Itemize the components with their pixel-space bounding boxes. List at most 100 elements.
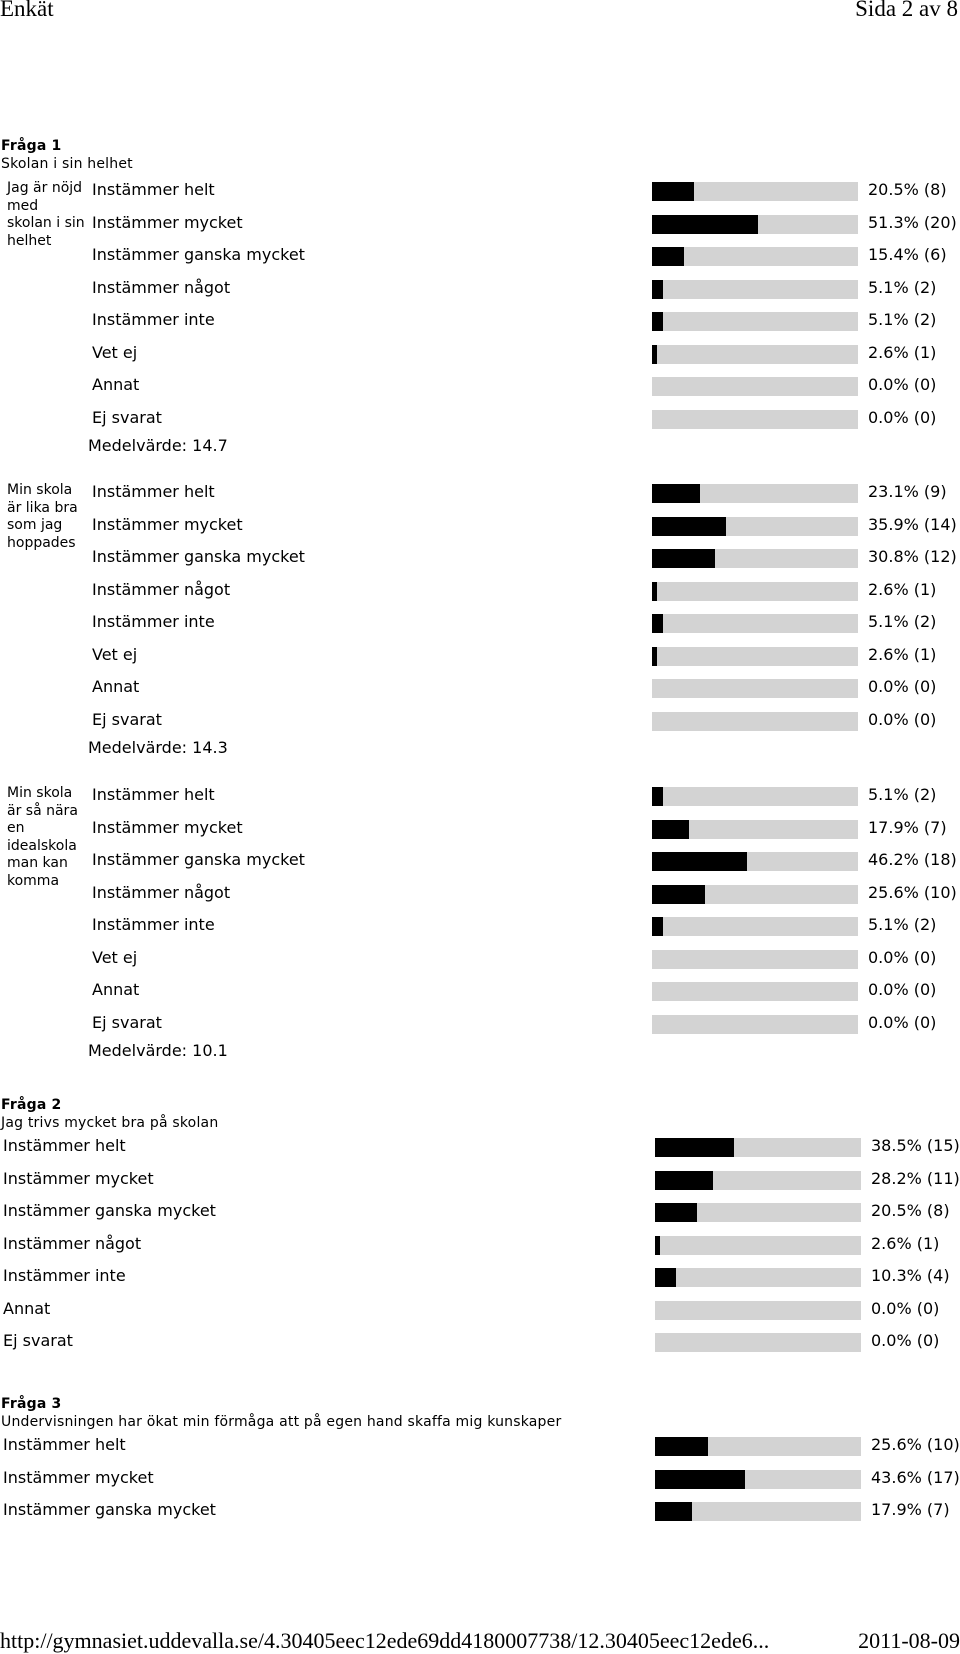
response-row: Annat 0.0% (0) — [0, 980, 960, 1004]
option-label: Annat — [92, 980, 140, 999]
response-bar-fill — [652, 214, 758, 234]
option-label: Ej svarat — [92, 1012, 162, 1032]
response-bar — [652, 787, 858, 806]
option-label: Instämmer något — [92, 277, 231, 297]
response-bar — [652, 214, 858, 234]
response-value: 0.0% (0) — [868, 1012, 937, 1032]
response-row: Instämmer inte 5.1% (2) — [0, 915, 960, 939]
response-value: 2.6% (1) — [868, 644, 937, 664]
option-label: Instämmer ganska mycket — [92, 547, 305, 566]
response-value: 25.6% (10) — [871, 1435, 960, 1454]
response-bar — [652, 182, 858, 201]
response-value: 10.3% (4) — [871, 1266, 950, 1285]
question-number: Fråga 3 — [1, 1396, 62, 1412]
response-bar — [655, 1170, 861, 1190]
statement-label: Min skola är lika bra som jag hoppades — [7, 482, 78, 551]
response-bar — [652, 581, 858, 601]
response-bar — [655, 1268, 861, 1287]
response-bar — [652, 819, 858, 839]
response-row: Instämmer något 2.6% (1) — [0, 580, 960, 604]
option-label: Instämmer mycket — [92, 817, 243, 837]
page-footer: http://gymnasiet.uddevalla.se/4.30405eec… — [0, 1628, 960, 1654]
question-number: Fråga 1 — [1, 138, 62, 154]
response-row: Instämmer inte 5.1% (2) — [0, 310, 960, 334]
option-label: Instämmer ganska mycket — [3, 1500, 216, 1519]
option-label: Instämmer ganska mycket — [3, 1201, 216, 1220]
response-bar — [652, 711, 858, 731]
response-bar — [652, 852, 858, 871]
question-number: Fråga 2 — [1, 1097, 62, 1113]
response-bar — [652, 679, 858, 698]
response-bar-fill — [652, 646, 658, 666]
option-label: Annat — [3, 1298, 51, 1318]
response-bar — [652, 614, 858, 633]
response-row: Instämmer helt 23.1% (9) — [0, 482, 960, 506]
response-value: 17.9% (7) — [868, 817, 947, 837]
response-bar-fill — [652, 819, 689, 839]
response-row: Ej svarat 0.0% (0) — [0, 1013, 960, 1037]
option-label: Instämmer inte — [92, 310, 215, 329]
option-label: Instämmer ganska mycket — [92, 245, 305, 264]
response-row: Ej svarat 0.0% (0) — [0, 408, 960, 432]
response-row: Instämmer mycket 51.3% (20) — [0, 213, 960, 237]
question-title: Skolan i sin helhet — [1, 156, 133, 172]
response-bar-fill — [652, 182, 695, 201]
response-row: Instämmer ganska mycket 15.4% (6) — [0, 245, 960, 269]
response-value: 15.4% (6) — [868, 245, 947, 264]
response-bar — [655, 1300, 861, 1320]
response-row: Annat 0.0% (0) — [0, 677, 960, 701]
option-label: Instämmer helt — [92, 180, 215, 199]
page-url: http://gymnasiet.uddevalla.se/4.30405eec… — [0, 1628, 770, 1653]
response-value: 5.1% (2) — [868, 612, 937, 631]
question-title: Undervisningen har ökat min förmåga att … — [1, 1414, 562, 1430]
option-label: Instämmer helt — [3, 1136, 126, 1155]
statement-label: Min skola är så nära en idealskola man k… — [7, 785, 78, 889]
response-row: Instämmer mycket 35.9% (14) — [0, 515, 960, 539]
response-row: Ej svarat 0.0% (0) — [0, 1331, 960, 1355]
response-row: Instämmer ganska mycket 30.8% (12) — [0, 547, 960, 571]
response-row: Vet ej 2.6% (1) — [0, 645, 960, 669]
response-bar-fill — [655, 1170, 714, 1190]
response-value: 0.0% (0) — [868, 980, 937, 999]
response-row: Vet ej 0.0% (0) — [0, 948, 960, 972]
statement-label: Jag är nöjd med skolan i sin helhet — [7, 180, 85, 249]
response-bar — [652, 247, 858, 266]
response-bar — [655, 1333, 861, 1352]
response-bar-fill — [652, 279, 663, 299]
response-value: 2.6% (1) — [868, 579, 937, 599]
response-value: 38.5% (15) — [871, 1136, 960, 1155]
response-value: 0.0% (0) — [868, 947, 937, 967]
mean-value: Medelvärde: 14.3 — [88, 738, 228, 757]
response-bar — [655, 1235, 861, 1255]
response-bar — [655, 1437, 861, 1456]
response-value: 5.1% (2) — [868, 277, 937, 297]
response-value: 25.6% (10) — [868, 882, 957, 902]
response-bar — [652, 884, 858, 904]
response-bar-fill — [652, 516, 726, 536]
response-value: 5.1% (2) — [868, 310, 937, 329]
response-row: Instämmer mycket 43.6% (17) — [0, 1468, 960, 1492]
response-value: 2.6% (1) — [868, 342, 937, 362]
response-value: 0.0% (0) — [868, 407, 937, 427]
document-title: Enkät — [0, 0, 54, 21]
response-bar — [652, 279, 858, 299]
option-label: Annat — [92, 677, 140, 696]
response-value: 0.0% (0) — [868, 375, 937, 394]
option-label: Instämmer helt — [3, 1435, 126, 1454]
response-row: Instämmer ganska mycket 17.9% (7) — [0, 1500, 960, 1524]
option-label: Instämmer helt — [92, 785, 215, 804]
response-bar — [652, 312, 858, 331]
response-value: 51.3% (20) — [868, 212, 957, 232]
response-bar-fill — [655, 1138, 735, 1157]
response-bar — [652, 516, 858, 536]
response-value: 17.9% (7) — [871, 1500, 950, 1519]
response-bar-fill — [655, 1203, 698, 1222]
response-bar-fill — [652, 852, 748, 871]
response-value: 0.0% (0) — [868, 677, 937, 696]
response-value: 0.0% (0) — [871, 1298, 940, 1318]
option-label: Instämmer mycket — [92, 514, 243, 534]
response-bar-fill — [655, 1268, 677, 1287]
response-bar — [652, 646, 858, 666]
option-label: Ej svarat — [3, 1331, 73, 1350]
response-value: 0.0% (0) — [868, 709, 937, 729]
